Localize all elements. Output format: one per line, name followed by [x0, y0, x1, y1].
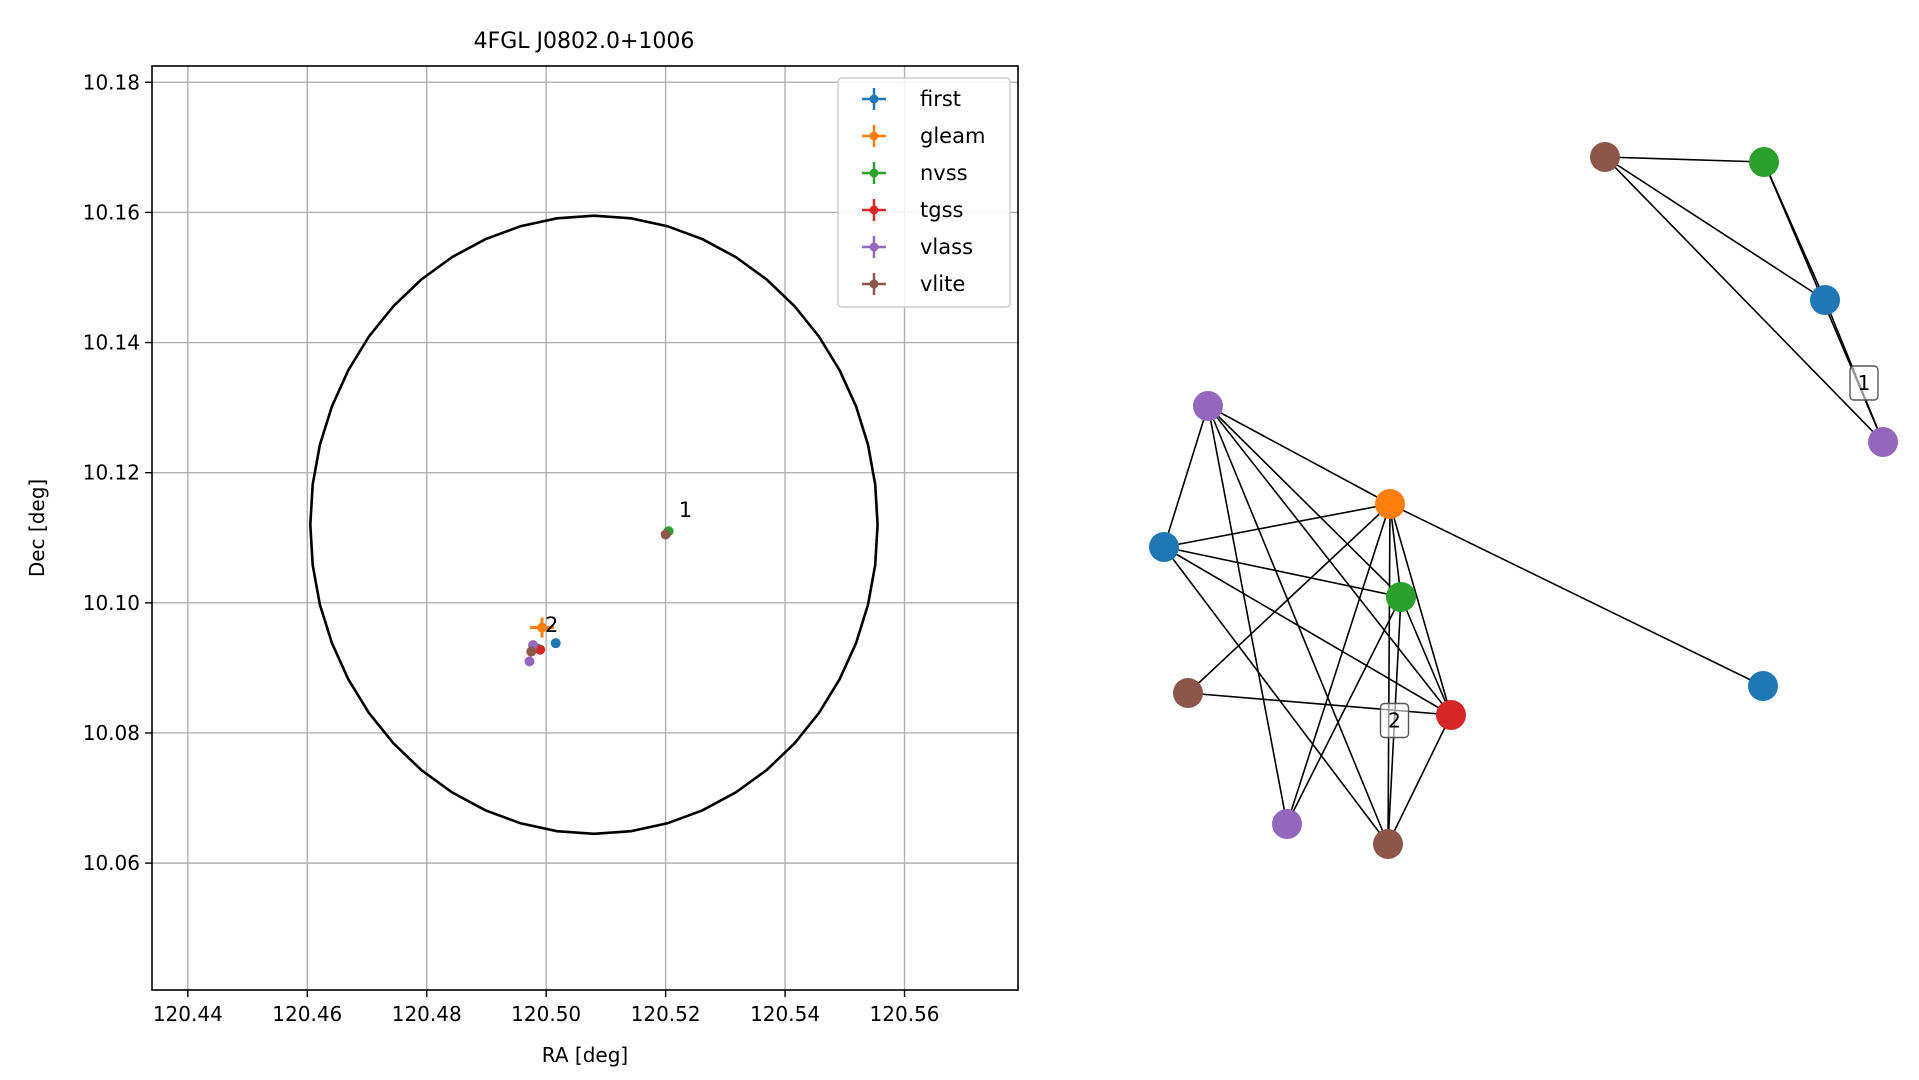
- x-tick-label: 120.46: [272, 1002, 342, 1026]
- x-tick-label: 120.52: [631, 1002, 701, 1026]
- network-edge: [1387, 503, 1391, 845]
- network-edge: [1389, 503, 1402, 598]
- point-gleam: [536, 622, 547, 633]
- network-edge: [1207, 405, 1288, 825]
- y-tick-label: 10.10: [83, 591, 140, 615]
- network-edge: [1387, 714, 1452, 845]
- y-axis-label: Dec [deg]: [25, 479, 49, 577]
- y-tick-label: 10.16: [83, 200, 140, 224]
- localization-circle: [308, 214, 879, 836]
- network-node: [1375, 489, 1405, 519]
- network-edges: [1163, 156, 1884, 845]
- network-node: [1386, 582, 1416, 612]
- network-node: [1373, 829, 1403, 859]
- network-edge: [1163, 546, 1452, 716]
- network-label-box: [1379, 702, 1410, 739]
- point-annotation: 1: [679, 498, 692, 522]
- point-first: [550, 638, 561, 649]
- legend-marker-dot: [869, 205, 879, 215]
- legend: first gleam nvss tgss vlass vlite: [837, 77, 1011, 308]
- legend-marker-dot: [869, 131, 879, 141]
- network-edge: [1207, 405, 1391, 505]
- network-edge: [1389, 503, 1452, 716]
- network-edge: [1604, 156, 1765, 163]
- search-radius-circle: [308, 214, 879, 836]
- network-node: [1193, 391, 1223, 421]
- point-vlass: [524, 656, 535, 667]
- y-tick-label: 10.08: [83, 721, 140, 745]
- network-label: 2: [1388, 709, 1401, 733]
- legend-marker-dot: [869, 242, 879, 252]
- point-tgss: [535, 644, 546, 655]
- network-node: [1173, 678, 1203, 708]
- network-node: [1748, 671, 1778, 701]
- y-tick-label: 10.06: [83, 851, 140, 875]
- network-edge: [1163, 405, 1209, 548]
- y-tick-label: 10.14: [83, 331, 140, 355]
- x-tick-label: 120.50: [511, 1002, 581, 1026]
- y-ticks: 10.06 10.08 10.10 10.12 10.14 10.16 10.18: [83, 70, 152, 875]
- network-edge: [1286, 503, 1391, 825]
- network-edge: [1389, 503, 1764, 687]
- network-node: [1868, 427, 1898, 457]
- network-edge: [1604, 156, 1884, 443]
- plot-frame: [151, 65, 1019, 991]
- y-tick-label: 10.12: [83, 461, 140, 485]
- network-edge: [1207, 405, 1402, 598]
- legend-marker-dot: [869, 94, 879, 104]
- network-panel: 12: [1149, 142, 1898, 859]
- legend-marker-dot: [869, 279, 879, 289]
- x-tick-label: 120.56: [870, 1002, 940, 1026]
- network-edge: [1604, 156, 1826, 301]
- legend-label: tgss: [920, 198, 963, 222]
- chart-title: 4FGL J0802.0+1006: [474, 29, 695, 54]
- x-tick-label: 120.44: [153, 1002, 223, 1026]
- legend-label: vlite: [920, 272, 965, 296]
- network-label-box: [1849, 365, 1879, 401]
- network-edge: [1187, 503, 1391, 694]
- legend-label: gleam: [920, 124, 985, 148]
- annotations: 12: [545, 498, 692, 637]
- network-node: [1436, 700, 1466, 730]
- x-axis-label: RA [deg]: [542, 1043, 628, 1067]
- network-node: [1149, 532, 1179, 562]
- scatter-panel: 4FGL J0802.0+1006 12 120.44 120.46 120.48 1…: [25, 29, 1019, 1067]
- network-node: [1590, 142, 1620, 172]
- legend-label: nvss: [920, 161, 968, 185]
- network-labels: 12: [1379, 365, 1879, 739]
- legend-label: first: [920, 87, 961, 111]
- network-node: [1810, 285, 1840, 315]
- point-vlite: [660, 529, 671, 540]
- point-vlite: [526, 646, 537, 657]
- legend-label: vlass: [920, 235, 973, 259]
- data-points: [524, 526, 674, 667]
- x-ticks: 120.44 120.46 120.48 120.50 120.52 120.54 120.…: [153, 990, 940, 1026]
- network-node: [1272, 809, 1302, 839]
- x-tick-label: 120.54: [750, 1002, 820, 1026]
- network-node: [1749, 147, 1779, 177]
- network-edge: [1163, 546, 1389, 845]
- point-annotation: 2: [545, 613, 558, 637]
- legend-marker-dot: [869, 168, 879, 178]
- network-edge: [1163, 546, 1402, 598]
- network-edge: [1286, 596, 1402, 825]
- network-edge: [1187, 692, 1452, 716]
- network-nodes: [1149, 142, 1898, 859]
- network-edge: [1400, 596, 1452, 716]
- network-edge: [1163, 503, 1391, 548]
- y-tick-label: 10.18: [83, 70, 140, 94]
- network-label: 1: [1858, 371, 1871, 395]
- x-tick-label: 120.48: [392, 1002, 462, 1026]
